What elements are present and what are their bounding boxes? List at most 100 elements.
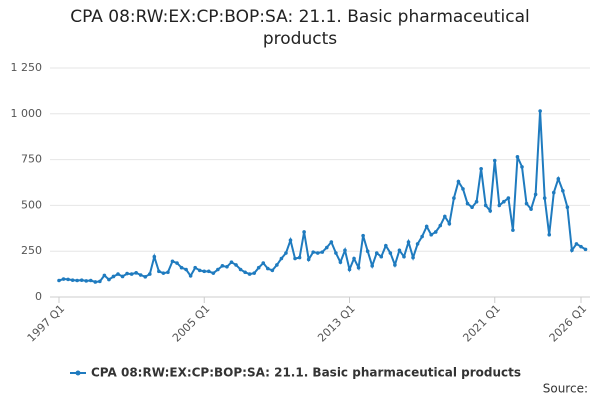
point [75, 278, 79, 283]
point [533, 192, 538, 197]
point [511, 228, 515, 232]
y-tick-label: 500 [21, 198, 42, 211]
x-tick-label: 2013 Q1 [315, 302, 358, 345]
point [147, 272, 152, 276]
point [134, 271, 138, 275]
point [474, 199, 479, 204]
point [193, 265, 197, 270]
point [356, 265, 361, 270]
point [583, 247, 588, 252]
y-tick-label: 0 [35, 290, 42, 303]
point [261, 261, 266, 265]
point [211, 271, 216, 275]
point [120, 274, 125, 279]
point [538, 109, 542, 113]
point [465, 201, 470, 206]
point [70, 278, 75, 282]
point [447, 221, 452, 226]
point [334, 251, 338, 255]
point [306, 257, 311, 262]
point [502, 199, 506, 204]
point [279, 256, 284, 261]
point [524, 201, 529, 206]
point [197, 268, 202, 273]
point [420, 234, 424, 239]
point [520, 165, 524, 169]
legend-label: CPA 08:RW:EX:CP:BOP:SA: 21.1. Basic phar… [91, 366, 521, 380]
point [143, 275, 148, 279]
point [93, 280, 98, 284]
point [206, 269, 211, 274]
y-tick-label: 750 [21, 153, 42, 166]
point [483, 203, 488, 208]
x-tick-label: 2021 Q1 [460, 302, 503, 345]
point [352, 256, 356, 261]
point [84, 279, 89, 283]
point [129, 272, 134, 276]
point [161, 271, 166, 275]
point [311, 250, 315, 254]
point [415, 242, 420, 246]
point [98, 279, 102, 284]
point [424, 224, 429, 229]
point [384, 243, 388, 248]
point [275, 263, 279, 267]
point [329, 240, 334, 244]
point [175, 261, 179, 265]
point [470, 205, 474, 210]
point [302, 230, 306, 234]
point [102, 273, 107, 278]
point [320, 250, 325, 254]
point [234, 263, 238, 267]
point [220, 264, 225, 268]
point [325, 245, 329, 250]
point [266, 266, 270, 271]
point [488, 209, 493, 213]
point [574, 242, 579, 246]
point [107, 277, 111, 282]
point [565, 205, 570, 210]
point [225, 264, 229, 269]
point [542, 196, 547, 200]
point [497, 203, 502, 208]
line [58, 111, 587, 284]
point [361, 233, 365, 238]
point [61, 277, 66, 281]
point [338, 260, 343, 264]
y-tick-label: 250 [21, 244, 42, 257]
point [547, 232, 552, 237]
point [288, 238, 293, 243]
point [379, 254, 384, 259]
source: Source: [543, 382, 588, 396]
y-tick-label: 1 000 [11, 107, 43, 120]
y-tick-label: 1 250 [11, 61, 43, 74]
point [370, 264, 375, 268]
point [88, 278, 93, 283]
point [579, 244, 583, 249]
point [374, 251, 379, 255]
point [347, 267, 352, 272]
x-tick-label: 2026 Q1 [547, 302, 590, 345]
point [293, 256, 297, 261]
point [138, 273, 143, 277]
point [411, 255, 415, 260]
point [402, 254, 406, 259]
point [570, 248, 574, 253]
point [66, 277, 70, 282]
point [429, 232, 434, 237]
point [57, 278, 61, 283]
point [270, 268, 275, 273]
point [515, 155, 520, 159]
point [406, 240, 411, 244]
point [506, 196, 511, 200]
x-tick-label: 2005 Q1 [170, 302, 213, 345]
point [443, 214, 447, 219]
point [397, 248, 402, 253]
point [216, 267, 220, 272]
point [561, 188, 565, 193]
chart-title: CPA 08:RW:EX:CP:BOP:SA: 21.1. Basic phar… [70, 7, 530, 49]
point [461, 187, 465, 191]
point [152, 254, 157, 259]
